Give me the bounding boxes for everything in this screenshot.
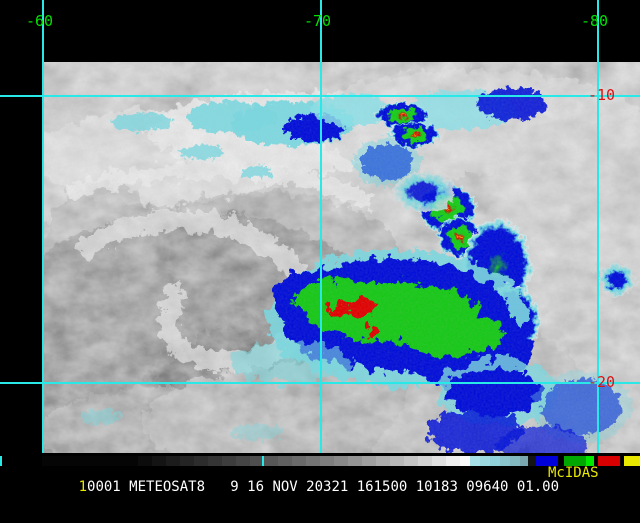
colorbar-segment — [348, 456, 362, 466]
status-text: 0001 METEOSAT8 9 16 NOV 20321 161500 101… — [87, 479, 560, 495]
colorbar-segment — [250, 456, 264, 466]
colorbar-segment — [292, 456, 306, 466]
colorbar-segment — [306, 456, 320, 466]
colorbar-segment — [390, 456, 404, 466]
colorbar-segment — [432, 456, 446, 466]
colorbar-tick-left — [0, 456, 2, 466]
mcidas-branding: McIDAS — [548, 465, 599, 481]
gridline-lon-70 — [320, 0, 322, 453]
colorbar-segment — [536, 456, 558, 466]
mcidas-image-window: -60 -70 -80 -10 -20 10001 METEOSAT8 9 16… — [0, 0, 640, 494]
colorbar-segment — [278, 456, 292, 466]
colorbar-segment — [376, 456, 390, 466]
colorbar-segment — [208, 456, 222, 466]
colorbar-segment — [334, 456, 348, 466]
colorbar-segment — [598, 456, 620, 466]
colorbar-segment — [594, 456, 598, 466]
colorbar-segment — [500, 456, 510, 466]
colorbar-segment — [236, 456, 250, 466]
satellite-image-canvas[interactable] — [42, 62, 640, 453]
colorbar-segment — [180, 456, 194, 466]
colorbar-segment — [264, 456, 278, 466]
colorbar-tick-mid — [262, 456, 264, 466]
colorbar-segment — [152, 456, 166, 466]
colorbar-segment — [520, 456, 528, 466]
colorbar-segment — [404, 456, 418, 466]
colorbar-segment — [620, 456, 624, 466]
colorbar-segment — [528, 456, 536, 466]
lat-label-minus-10: -10 — [588, 86, 616, 104]
satellite-infrared-imagery — [42, 62, 640, 453]
colorbar-segment — [138, 456, 152, 466]
gridline-lat-20 — [0, 382, 640, 384]
colorbar-segment — [222, 456, 236, 466]
lon-label-minus-70: -70 — [304, 12, 332, 30]
colorbar-segment — [470, 456, 480, 466]
colorbar-segment — [564, 456, 586, 466]
colorbar-segment — [418, 456, 432, 466]
colorbar-segment — [490, 456, 500, 466]
gridline-lat-10 — [0, 95, 640, 97]
frame-leading-digit: 1 — [78, 479, 88, 495]
lon-label-minus-60: -60 — [26, 12, 54, 30]
colorbar-segment — [586, 456, 594, 466]
status-bar: 10001 METEOSAT8 9 16 NOV 20321 161500 10… — [0, 465, 640, 494]
colorbar-segment — [194, 456, 208, 466]
ir-enhancement-colorbar[interactable] — [38, 456, 640, 466]
colorbar-segment — [42, 456, 138, 466]
colorbar-segment — [362, 456, 376, 466]
colorbar-segment — [624, 456, 640, 466]
colorbar-segment — [510, 456, 520, 466]
colorbar-segment — [38, 456, 42, 466]
lon-label-minus-80: -80 — [581, 12, 609, 30]
gridline-lon-60 — [42, 0, 44, 453]
colorbar-segment — [446, 456, 460, 466]
lat-label-minus-20: -20 — [588, 373, 616, 391]
colorbar-segment — [480, 456, 490, 466]
colorbar-segment — [320, 456, 334, 466]
gridline-lon-80 — [597, 0, 599, 453]
colorbar-segment — [460, 456, 470, 466]
colorbar-segment — [558, 456, 564, 466]
colorbar-segment — [166, 456, 180, 466]
